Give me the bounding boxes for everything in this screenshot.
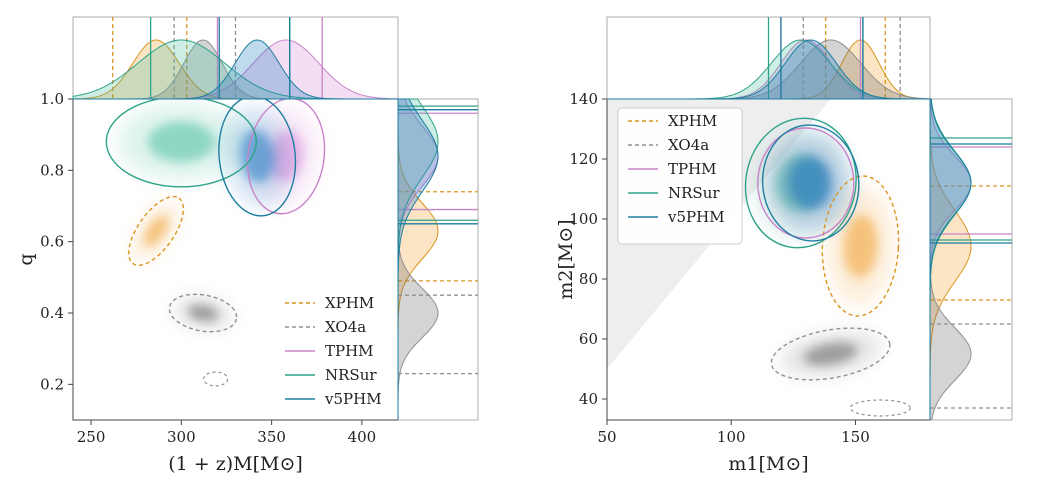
legend: XPHM XO4a TPHM NRSur v5PHM [617,107,743,245]
legend-label-xphm: XPHM [325,294,374,312]
x-tick-label: 300 [167,428,196,446]
top-marginal [606,16,931,100]
legend-label-v5phm: v5PHM [324,390,382,408]
legend-label-v5phm: v5PHM [667,208,725,226]
legend-label-xo4a: XO4a [668,136,709,154]
x-tick-label: 400 [348,428,377,446]
x-axis-label: m1[M⊙] [728,453,808,475]
y-tick-label: 40 [579,390,598,408]
legend-label-tphm: TPHM [668,160,717,178]
y-tick-label: 0.2 [40,375,64,393]
contour-v5phm [218,99,297,217]
density-nrsur [117,103,246,181]
legend-label-nrsur: NRSur [668,184,720,202]
y-tick-label: 140 [569,90,598,108]
y-tick-label: 80 [579,270,598,288]
y-axis-label: q [15,253,37,265]
y-tick-label: 0.4 [40,304,64,322]
contour-tphm [757,127,855,239]
density-v5phm [769,133,852,233]
right-marginal-v5phm [397,98,439,420]
panel-left: 250 300 350 400 0.2 0.4 0.6 0.8 1.0 (1 + z)M[M⊙] q… [15,16,479,475]
contour-v5phm [761,124,860,242]
legend-frame [617,107,743,245]
right-marginal-v5phm [929,98,972,420]
top-marginal [72,16,399,100]
top-marginal-v5phm [73,39,398,100]
contour-tphm [246,99,326,215]
legend-label-nrsur: NRSur [325,366,377,384]
main-plot-area [73,99,398,420]
x-axis-label: (1 + z)M[M⊙] [168,453,303,475]
legend-label-xphm: XPHM [668,112,717,130]
y-axis-label: m2[M⊙] [555,219,577,299]
x-tick-label: 50 [597,428,616,446]
contour-xo4a [168,293,238,333]
contour-xphm [821,175,900,317]
density-xo4a [780,332,881,376]
density-xo4a [174,297,232,329]
x-tick-label: 250 [77,428,106,446]
x-tick-label: 100 [717,428,746,446]
x-tick-label: 150 [841,428,870,446]
contour-nrsur [744,117,857,249]
y-tick-label: 1.0 [40,90,64,108]
y-tick-label: 60 [579,330,598,348]
density-v5phm [224,105,290,207]
x-tick-label: 350 [257,428,286,446]
contour-xphm [128,195,185,267]
y-tick-label: 120 [569,150,598,168]
right-marginal [929,98,1013,421]
top-marginal-v5phm [607,39,930,100]
right-marginal [397,98,479,421]
contour-xo4a [770,327,891,381]
contour-xo4a-secondary [849,399,911,417]
y-tick-label: 0.8 [40,161,64,179]
y-tick-label: 0.6 [40,233,64,251]
density-xphm [132,201,180,261]
legend: XPHM XO4a TPHM NRSur v5PHM [285,294,382,408]
panel-right: 50 100 150406080100120140m1[M⊙]m2[M⊙]XPHMX… [555,16,1013,475]
legend-label-tphm: TPHM [325,342,374,360]
contour-xo4a-secondary [203,371,229,387]
contour-nrsur [105,99,258,188]
y-tick-label: 100 [569,210,598,228]
legend-label-xo4a: XO4a [325,318,366,336]
